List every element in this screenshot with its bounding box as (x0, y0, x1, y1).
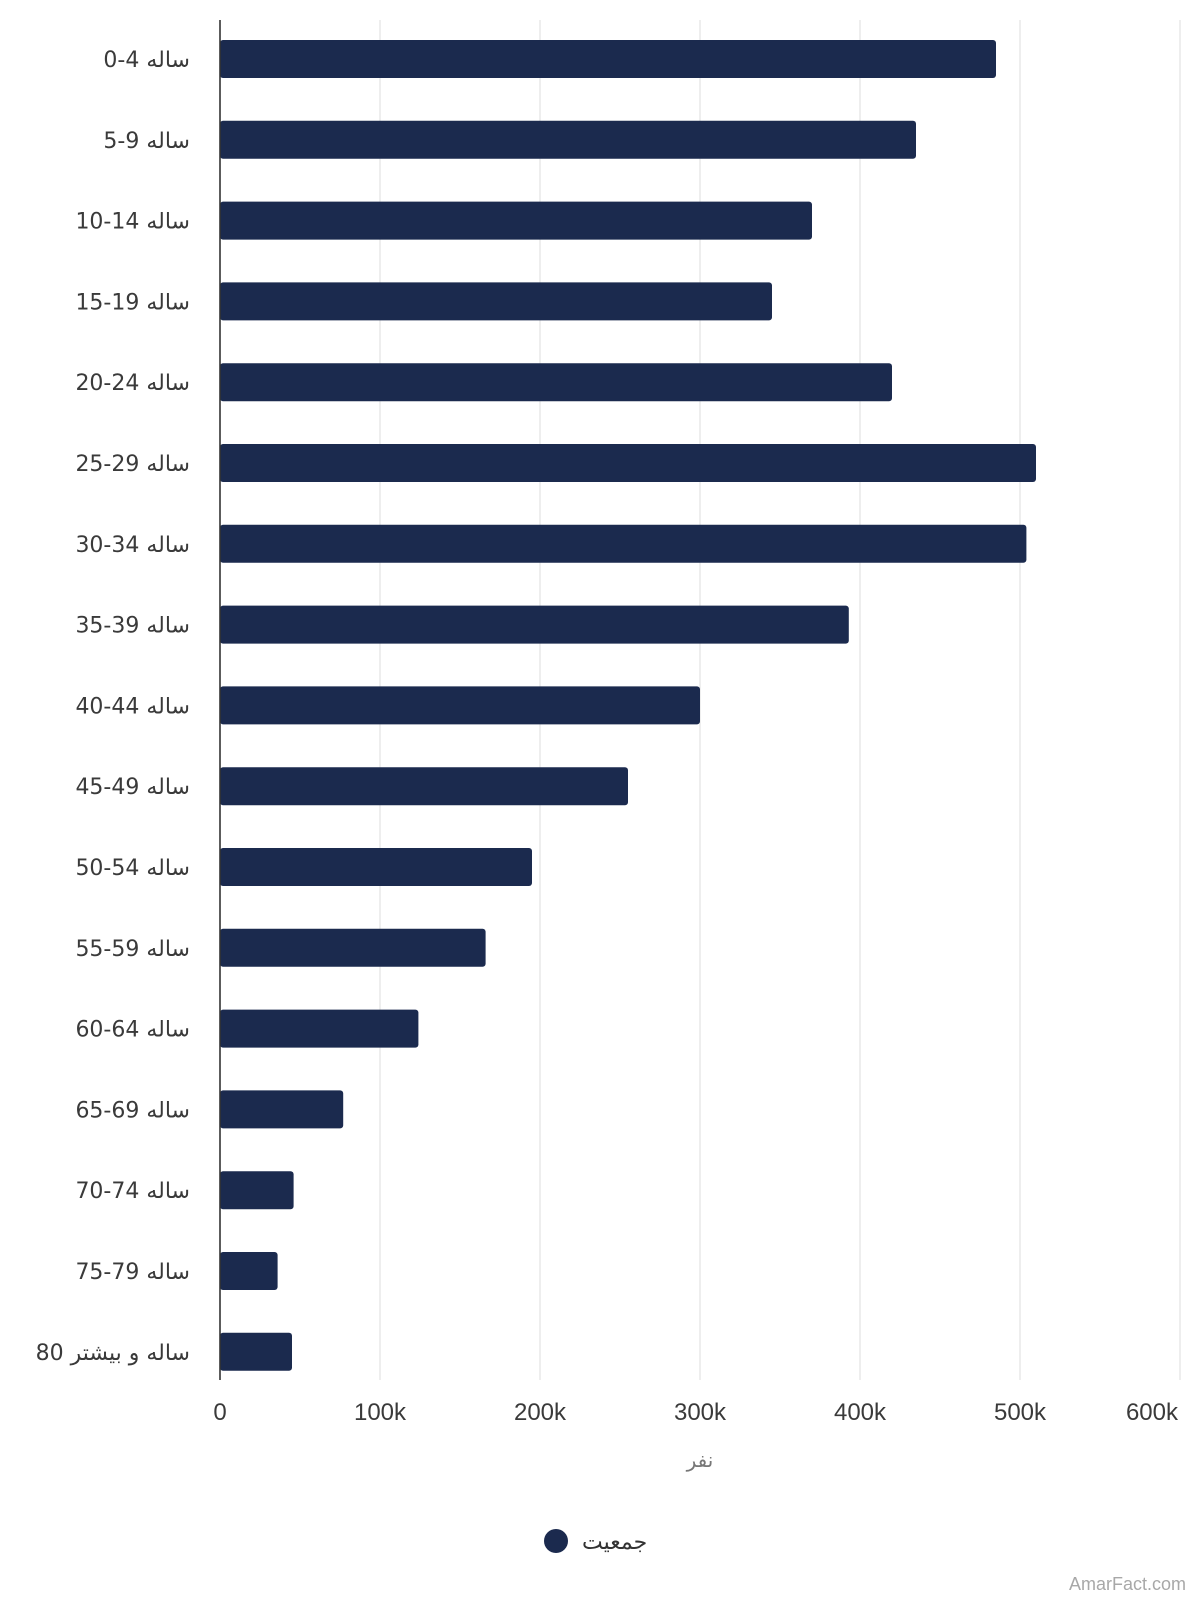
category-label-1: 5-9 ساله (103, 129, 190, 154)
x-tick-label-0: 0 (213, 1399, 226, 1426)
category-label-4: 20-24 ساله (75, 371, 190, 396)
bar-7[interactable] (220, 605, 849, 644)
bar-3[interactable] (220, 282, 772, 321)
legend-label: جمعیت (582, 1530, 647, 1555)
category-label-8: 40-44 ساله (75, 694, 190, 719)
category-label-7: 35-39 ساله (75, 614, 190, 639)
x-tick-label-5: 500k (994, 1399, 1047, 1426)
x-tick-label-2: 200k (514, 1399, 567, 1426)
bar-11[interactable] (220, 928, 486, 967)
bar-0[interactable] (220, 40, 996, 78)
bars (220, 40, 1036, 1371)
category-label-10: 50-54 ساله (75, 856, 190, 881)
x-tick-labels: 0 100k 200k 300k 400k 500k 600k (213, 1399, 1179, 1426)
bar-16[interactable] (220, 1332, 292, 1371)
bar-8[interactable] (220, 686, 700, 725)
category-label-14: 70-74 ساله (75, 1179, 190, 1204)
category-label-11: 55-59 ساله (75, 937, 190, 962)
bar-5[interactable] (220, 444, 1036, 482)
bar-4[interactable] (220, 363, 892, 402)
legend[interactable]: جمعیت (544, 1529, 647, 1555)
x-tick-label-3: 300k (674, 1399, 727, 1426)
bar-15[interactable] (220, 1252, 278, 1290)
bar-2[interactable] (220, 201, 812, 240)
bar-9[interactable] (220, 767, 628, 806)
category-labels: 0-4 ساله 5-9 ساله 10-14 ساله 15-19 ساله 20-2… (36, 48, 190, 1366)
category-label-0: 0-4 ساله (103, 48, 190, 73)
x-tick-label-4: 400k (834, 1399, 887, 1426)
category-label-15: 75-79 ساله (75, 1260, 190, 1285)
x-tick-label-6: 600k (1126, 1399, 1179, 1426)
category-label-13: 65-69 ساله (75, 1098, 190, 1123)
category-label-6: 30-34 ساله (75, 533, 190, 558)
watermark: AmarFact.com (1069, 1574, 1186, 1594)
bar-1[interactable] (220, 120, 916, 159)
category-label-5: 25-29 ساله (75, 452, 190, 477)
bar-10[interactable] (220, 848, 532, 886)
x-tick-label-1: 100k (354, 1399, 407, 1426)
bar-12[interactable] (220, 1009, 419, 1048)
category-label-3: 15-19 ساله (75, 290, 190, 315)
category-label-16: 80 ساله و بیشتر (36, 1341, 190, 1366)
x-axis-title: نفر (686, 1448, 714, 1472)
category-label-12: 60-64 ساله (75, 1018, 190, 1043)
legend-swatch-icon (544, 1529, 568, 1553)
bar-13[interactable] (220, 1090, 344, 1129)
bar-14[interactable] (220, 1171, 294, 1210)
category-label-2: 10-14 ساله (75, 210, 190, 235)
bar-6[interactable] (220, 524, 1027, 563)
category-label-9: 45-49 ساله (75, 775, 190, 800)
